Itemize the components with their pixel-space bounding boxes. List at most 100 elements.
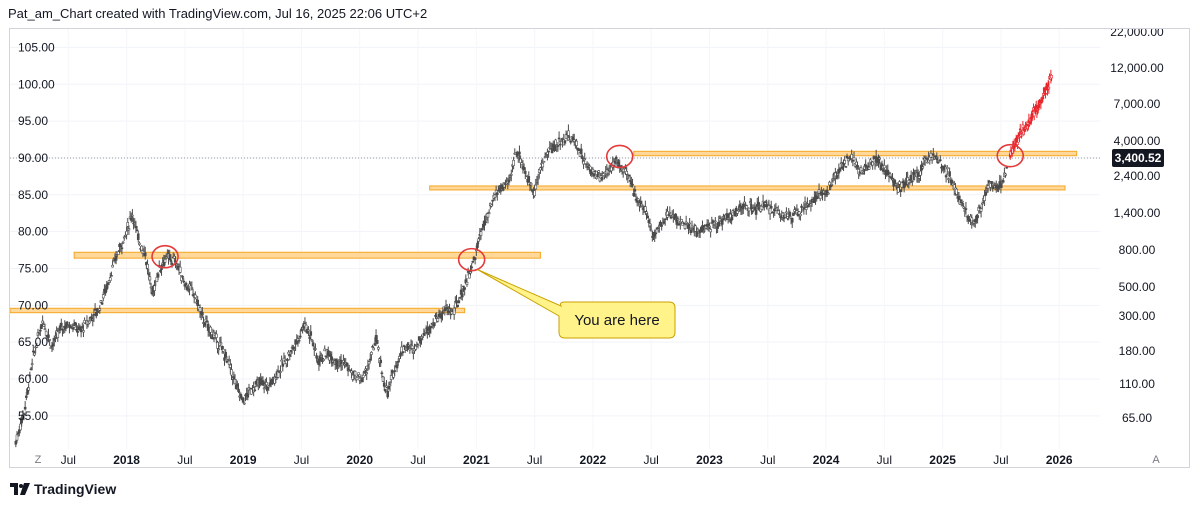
candle-body — [224, 351, 227, 358]
candle-body — [644, 206, 647, 212]
right-axis-tick-label: 500.00 — [1119, 280, 1156, 294]
candle-body — [486, 213, 490, 218]
candle-body — [495, 192, 499, 195]
candle-body — [970, 217, 974, 223]
candle-body — [279, 371, 282, 373]
candle-body — [491, 199, 494, 202]
candle-body — [389, 375, 393, 380]
price-chart[interactable]: You are here 105.00 100.00 95.00 90.00 85.00… — [10, 29, 1191, 469]
time-axis-tick-label: 2020 — [346, 453, 373, 467]
candle-body — [82, 330, 85, 333]
candle-body — [839, 162, 843, 165]
candle-body — [372, 347, 376, 351]
candle-body — [688, 222, 691, 225]
candle-body — [830, 183, 834, 186]
right-axis-tick-label: 800.00 — [1119, 243, 1156, 257]
chart-frame[interactable]: You are here 105.00 100.00 95.00 90.00 85.00… — [9, 28, 1190, 468]
candle-body — [309, 331, 313, 336]
candle-body — [15, 434, 19, 441]
candle-body — [280, 359, 283, 362]
candle-body — [533, 190, 536, 196]
candle-body — [806, 203, 809, 206]
callout: You are here — [477, 269, 676, 339]
callout-text: You are here — [574, 312, 659, 329]
candle-body — [315, 355, 318, 359]
candle-body — [1001, 180, 1005, 183]
highlight-circle — [605, 144, 634, 169]
candle-body — [827, 192, 830, 195]
time-axis-tick-label: Jul — [177, 453, 192, 467]
right-axis-tick-label: 65.00 — [1122, 411, 1152, 425]
right-axis-tick-label: 110.00 — [1119, 377, 1155, 391]
candle-body — [461, 293, 464, 298]
candle-body — [751, 210, 754, 213]
candle-body — [286, 358, 289, 362]
candle-body — [625, 170, 628, 175]
left-axis-tick-label: 60.00 — [18, 372, 48, 386]
candle-body — [47, 334, 50, 338]
candle-body — [913, 175, 916, 177]
callout-bubble — [477, 269, 676, 339]
left-axis-tick-label: 100.00 — [18, 77, 55, 91]
candle-body — [593, 170, 597, 173]
candle-body — [523, 171, 527, 174]
candle-body — [637, 198, 640, 201]
candle-body — [101, 294, 105, 299]
highlight-circle — [457, 247, 486, 272]
candle-body — [980, 202, 984, 205]
candle-body — [955, 188, 958, 195]
candle-body — [436, 318, 440, 322]
highlight-circle — [151, 244, 179, 269]
candle-body — [401, 351, 405, 354]
candle-body — [456, 304, 459, 308]
candle-body — [76, 331, 79, 333]
auto-scale-button[interactable]: A — [1152, 454, 1160, 466]
candle-body — [804, 207, 808, 210]
candle-body — [843, 160, 846, 164]
candle-body — [554, 139, 557, 145]
tradingview-logo[interactable]: TradingView — [10, 481, 116, 497]
candle-body — [871, 161, 874, 166]
candle-body — [529, 182, 533, 186]
candle-body — [979, 208, 983, 212]
candle-body — [816, 197, 820, 199]
chart-grid — [10, 29, 1100, 449]
candle-body — [114, 255, 118, 261]
time-axis-tick-label: 2026 — [1046, 453, 1073, 467]
candle-body — [190, 287, 194, 289]
candle-body — [455, 300, 458, 304]
candle-body — [407, 344, 410, 347]
candle-body — [153, 285, 156, 291]
candle-body — [385, 385, 388, 388]
tradingview-logo-text: TradingView — [34, 481, 117, 497]
candle-body — [298, 335, 302, 338]
candle-body — [156, 273, 160, 278]
candle-body — [926, 161, 929, 164]
candle-body — [921, 166, 925, 169]
candle-body — [750, 204, 753, 210]
candle-body — [769, 206, 773, 209]
candle-body — [654, 232, 658, 235]
candle-body — [600, 177, 604, 180]
candle-body — [588, 165, 591, 168]
time-axis-tick-label: 2023 — [696, 453, 723, 467]
candle-body — [563, 140, 567, 144]
current-price-label: 3,400.52 — [1112, 148, 1164, 167]
candle-body — [253, 389, 257, 392]
candle-body — [938, 159, 942, 162]
candle-body — [98, 308, 102, 311]
candle-body — [883, 165, 886, 169]
candle-body — [937, 160, 941, 163]
candle-body — [633, 189, 637, 192]
candle-body — [143, 252, 147, 257]
candle-body — [945, 167, 949, 170]
candle-body — [209, 326, 212, 333]
candle-body — [35, 345, 39, 348]
candle-body — [131, 214, 134, 217]
candle-body — [695, 231, 698, 237]
candle-body — [230, 369, 233, 376]
candle-body — [702, 231, 705, 233]
timezone-button[interactable]: Z — [35, 454, 42, 466]
candle-body — [421, 336, 424, 338]
candle-body — [375, 340, 379, 344]
